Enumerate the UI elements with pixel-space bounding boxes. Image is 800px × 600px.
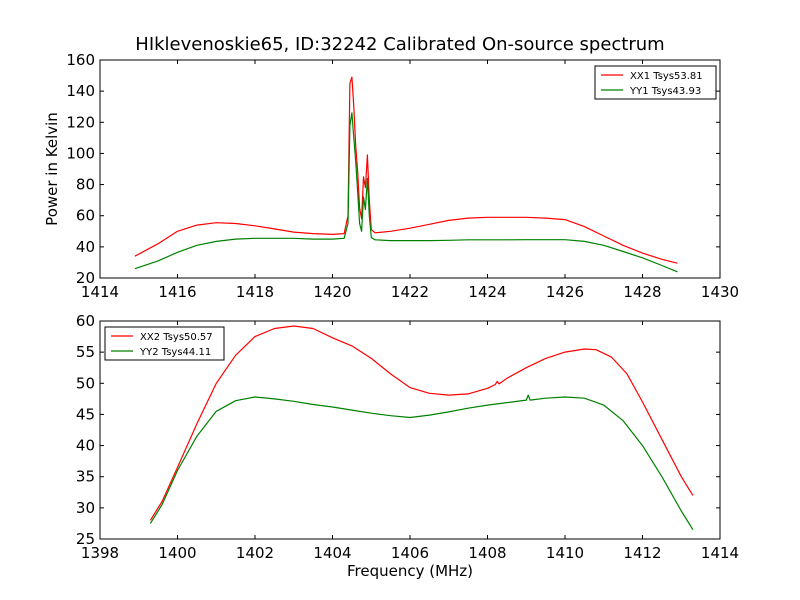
series-line-1-1	[134, 76, 678, 264]
x-tick-label: 1406	[391, 544, 429, 562]
x-tick-label: 1416	[158, 283, 196, 301]
y-tick-label: 40	[76, 238, 95, 256]
x-tick-label: 1422	[391, 283, 429, 301]
x-tick-label: 1410	[546, 544, 584, 562]
y-tick-label: 100	[66, 144, 95, 162]
y-tick-label: 50	[76, 374, 95, 392]
legend-label: XX2 Tsys50.57	[140, 332, 213, 343]
x-tick-label: 1430	[701, 283, 739, 301]
legend-label: YY2 Tsys44.11	[139, 347, 211, 358]
y-tick-label: 30	[76, 499, 95, 517]
x-tick-label: 1420	[313, 283, 351, 301]
y-tick-label: 45	[76, 405, 95, 423]
x-tick-label: 1418	[236, 283, 274, 301]
y-tick-label: 60	[76, 312, 95, 330]
x-tick-label: 1426	[546, 283, 584, 301]
figure-title: HIklevenoskie65, ID:32242 Calibrated On-…	[135, 34, 665, 55]
x-tick-label: 1412	[623, 544, 661, 562]
legend-label: XX1 Tsys53.81	[630, 71, 703, 82]
y-tick-label: 120	[66, 113, 95, 131]
legend-box-2	[104, 326, 225, 361]
x-tick-label: 1398	[81, 544, 119, 562]
x-axis-label: Frequency (MHz)	[347, 562, 473, 580]
series-line-2-1	[149, 325, 694, 521]
x-tick-label: 1414	[81, 283, 119, 301]
x-tick-label: 1404	[313, 544, 351, 562]
x-tick-label: 1402	[236, 544, 274, 562]
legend-box-1	[594, 65, 717, 100]
x-tick-label: 1414	[701, 544, 739, 562]
y-tick-label: 60	[76, 207, 95, 225]
y-tick-label: 35	[76, 468, 95, 486]
y-axis-label: Power in Kelvin	[43, 112, 61, 226]
x-tick-label: 1408	[468, 544, 506, 562]
series-line-1-2	[134, 112, 678, 273]
y-tick-label: 25	[76, 530, 95, 548]
y-tick-label: 140	[66, 82, 95, 100]
series-line-2-2	[149, 394, 694, 531]
y-tick-label: 55	[76, 343, 95, 361]
legend-label: YY1 Tsys43.93	[629, 86, 701, 97]
y-tick-label: 80	[76, 176, 95, 194]
x-tick-label: 1424	[468, 283, 506, 301]
y-tick-label: 40	[76, 437, 95, 455]
x-tick-label: 1400	[158, 544, 196, 562]
y-tick-label: 20	[76, 269, 95, 287]
y-tick-label: 160	[66, 51, 95, 69]
x-tick-label: 1428	[623, 283, 661, 301]
